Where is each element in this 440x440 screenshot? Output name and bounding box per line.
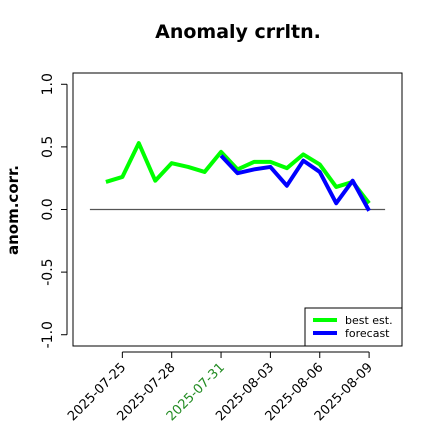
legend-label: forecast	[345, 327, 390, 340]
y-tick-label: -0.5	[40, 258, 56, 285]
y-tick-label: 0.5	[40, 136, 56, 158]
plot-frame	[72, 72, 403, 347]
y-tick-label: 0.0	[40, 198, 56, 220]
series-line	[105, 141, 371, 205]
legend-box	[304, 307, 403, 347]
chart-title: Anomaly crrltn.	[155, 21, 321, 43]
legend-label: best est.	[345, 314, 393, 327]
y-tick-label: -1.0	[40, 321, 56, 348]
y-tick-label: 1.0	[40, 73, 56, 95]
y-axis-label: anom.corr.	[4, 165, 22, 255]
series-line	[219, 154, 371, 212]
